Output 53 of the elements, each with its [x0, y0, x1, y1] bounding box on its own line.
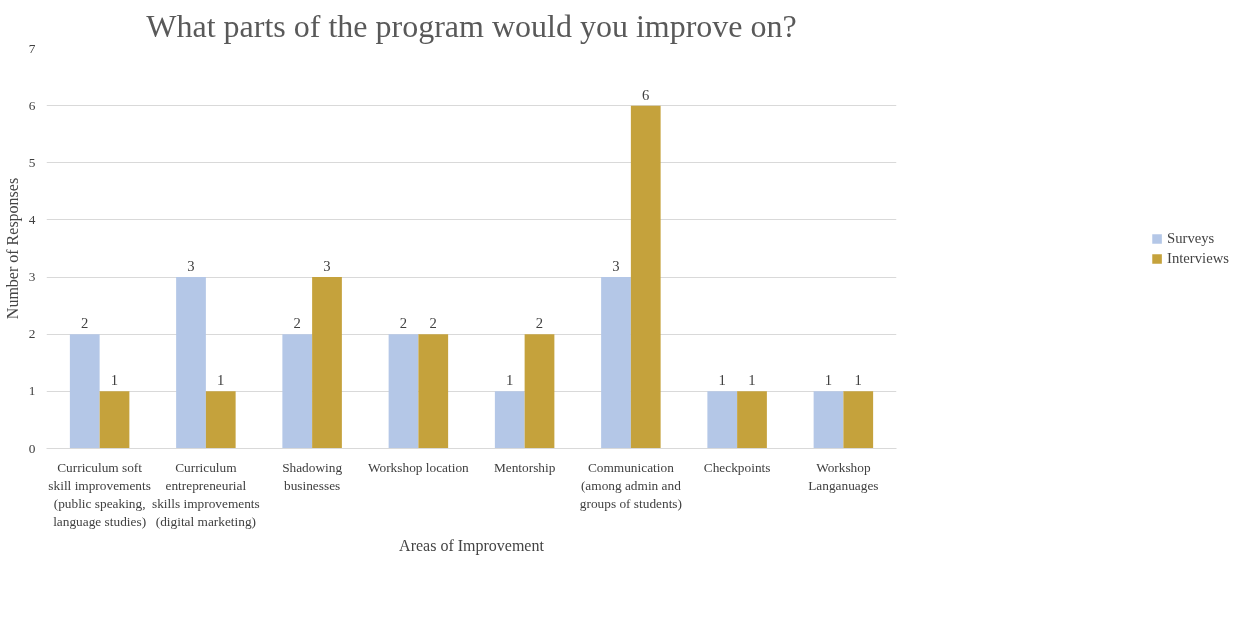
x-tick-label: Workshop location [368, 459, 470, 475]
data-label: 1 [824, 372, 833, 389]
data-label: 6 [642, 86, 650, 103]
x-tick-label: Curriculum soft skill improvements (public speaking, language studies) [48, 459, 151, 529]
data-label: 2 [81, 315, 89, 332]
bar [737, 391, 767, 449]
y-tick-label: 7 [28, 40, 36, 56]
bar [388, 334, 419, 449]
x-tick-label: Curriculum entrepreneurial skills improvements (digital marketing) [152, 459, 260, 529]
bar [494, 391, 525, 449]
y-axis-title: Number of Responses [3, 177, 22, 320]
bar [312, 277, 342, 449]
data-label: 1 [748, 372, 756, 389]
legend-label: Surveys [1167, 229, 1215, 247]
y-tick-label: 4 [28, 211, 36, 227]
x-axis-title: Areas of Improvement [399, 536, 545, 555]
bar [707, 391, 738, 449]
data-label: 1 [854, 372, 862, 389]
bar [282, 334, 313, 449]
data-label: 2 [429, 315, 437, 332]
data-label: 1 [718, 372, 726, 389]
data-label: 1 [506, 372, 514, 389]
chart-title: What parts of the program would you improve on? [146, 7, 797, 44]
data-label: 3 [323, 258, 331, 275]
y-tick-label: 5 [28, 154, 36, 170]
legend-label: Interviews [1167, 249, 1229, 267]
data-label: 3 [612, 258, 620, 275]
x-tick-label: Mentorship [493, 459, 556, 475]
x-tick-label: Workshop Langanuages [808, 459, 879, 493]
bar [205, 391, 236, 449]
bar [99, 391, 130, 449]
x-tick-label: Checkpoints [703, 459, 771, 475]
bar [843, 391, 874, 449]
data-label: 2 [535, 315, 544, 332]
bar [176, 277, 206, 449]
x-tick-label: Communication (among admin and groups of students) [579, 459, 682, 511]
y-tick-label: 3 [28, 269, 36, 285]
data-label: 2 [399, 315, 408, 332]
bar [524, 334, 555, 449]
bar [630, 105, 661, 449]
data-label: 2 [293, 315, 301, 332]
bar [601, 277, 631, 449]
bar [813, 391, 844, 449]
bar [69, 334, 100, 449]
y-tick-label: 6 [28, 97, 36, 113]
y-tick-label: 0 [28, 440, 36, 456]
data-label: 3 [187, 258, 195, 275]
data-label: 1 [217, 372, 225, 389]
y-tick-label: 2 [28, 326, 36, 342]
bar [418, 334, 449, 449]
x-tick-label: Shadowing businesses [282, 459, 343, 493]
data-label: 1 [110, 372, 119, 389]
y-tick-label: 1 [28, 383, 36, 399]
